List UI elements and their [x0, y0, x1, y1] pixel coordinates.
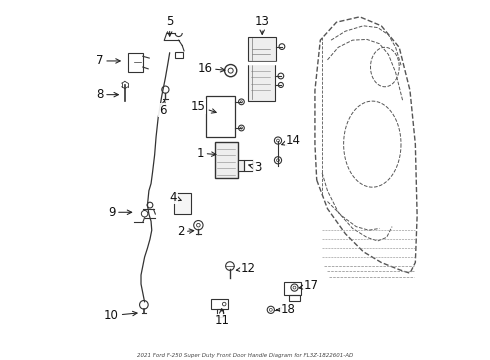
- Text: 4: 4: [170, 191, 181, 204]
- Text: 7: 7: [96, 54, 120, 67]
- Bar: [217, 309, 223, 318]
- Bar: [211, 299, 228, 309]
- Text: 8: 8: [96, 88, 119, 101]
- Text: 16: 16: [197, 62, 225, 75]
- Text: 5: 5: [166, 15, 173, 36]
- Bar: [248, 63, 275, 101]
- Text: 18: 18: [277, 303, 295, 316]
- Bar: [284, 282, 301, 296]
- Text: 2021 Ford F-250 Super Duty Front Door Handle Diagram for FL3Z-1822601-AD: 2021 Ford F-250 Super Duty Front Door Ha…: [137, 353, 353, 358]
- Text: 17: 17: [299, 279, 319, 292]
- Text: 10: 10: [104, 309, 137, 322]
- Text: 14: 14: [282, 134, 301, 147]
- Text: 1: 1: [196, 147, 216, 159]
- Bar: [215, 142, 238, 178]
- Text: 13: 13: [255, 15, 270, 35]
- Text: 11: 11: [214, 309, 229, 328]
- Text: 3: 3: [249, 161, 261, 174]
- Bar: [174, 193, 191, 214]
- Bar: [206, 96, 235, 137]
- Bar: [248, 37, 276, 61]
- Text: 15: 15: [191, 100, 216, 113]
- Bar: [175, 51, 183, 58]
- Text: 12: 12: [236, 262, 256, 275]
- Bar: [245, 159, 253, 171]
- Text: 9: 9: [108, 206, 132, 219]
- Bar: [289, 296, 300, 301]
- Bar: [238, 160, 245, 171]
- Text: 6: 6: [159, 100, 166, 117]
- Bar: [128, 53, 143, 72]
- Text: 2: 2: [177, 225, 194, 238]
